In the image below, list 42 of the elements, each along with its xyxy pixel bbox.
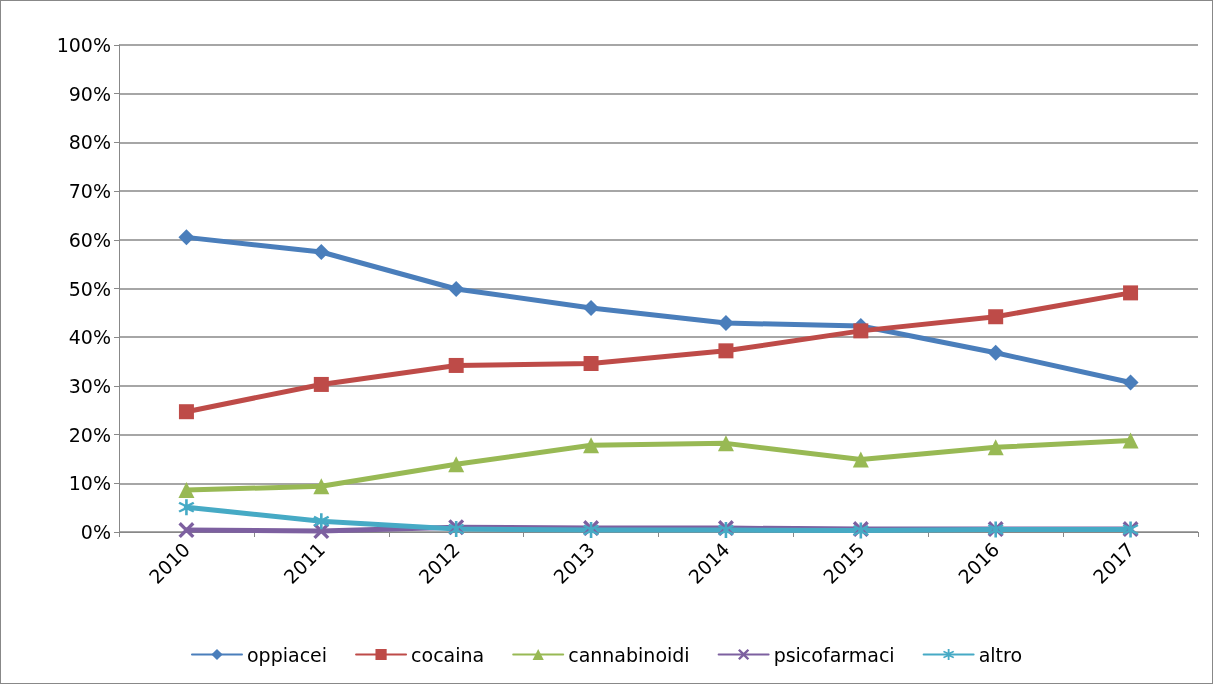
point <box>448 357 464 373</box>
y-tick-label: 10% <box>68 472 111 495</box>
point <box>313 513 330 530</box>
point <box>717 435 734 452</box>
point <box>1122 432 1139 449</box>
point <box>1122 374 1139 391</box>
point <box>1123 285 1139 301</box>
point <box>987 344 1004 361</box>
legend-label: cannabinoidi <box>568 643 690 666</box>
y-tick-label: 80% <box>68 131 111 154</box>
point <box>718 343 734 359</box>
point <box>717 315 734 332</box>
point <box>178 522 195 539</box>
y-tick-label: 0% <box>80 521 111 543</box>
y-tick-label: 40% <box>68 326 111 349</box>
point <box>448 456 465 473</box>
point <box>178 404 194 420</box>
y-tick-label: 100% <box>56 34 111 56</box>
y-tick-label: 70% <box>68 180 111 203</box>
point <box>583 437 600 454</box>
point <box>313 478 330 495</box>
point <box>583 299 600 316</box>
point <box>853 323 869 339</box>
point <box>178 229 195 246</box>
legend-label: altro <box>978 643 1023 666</box>
legend-label: psicofarmaci <box>773 643 895 666</box>
y-tick-label: 60% <box>68 228 111 251</box>
legend-label: oppiacei <box>246 643 328 666</box>
point <box>313 243 330 260</box>
point <box>988 309 1004 325</box>
point <box>313 376 329 392</box>
point <box>583 356 599 371</box>
legend-label: cocaina <box>411 643 485 666</box>
y-tick-label: 50% <box>68 277 111 300</box>
point <box>178 499 195 516</box>
y-tick-label: 30% <box>68 374 111 397</box>
point <box>178 482 195 499</box>
y-tick-label: 20% <box>68 423 111 446</box>
y-tick-label: 90% <box>68 82 111 105</box>
point <box>987 439 1004 456</box>
point <box>448 280 465 297</box>
point <box>852 451 869 468</box>
